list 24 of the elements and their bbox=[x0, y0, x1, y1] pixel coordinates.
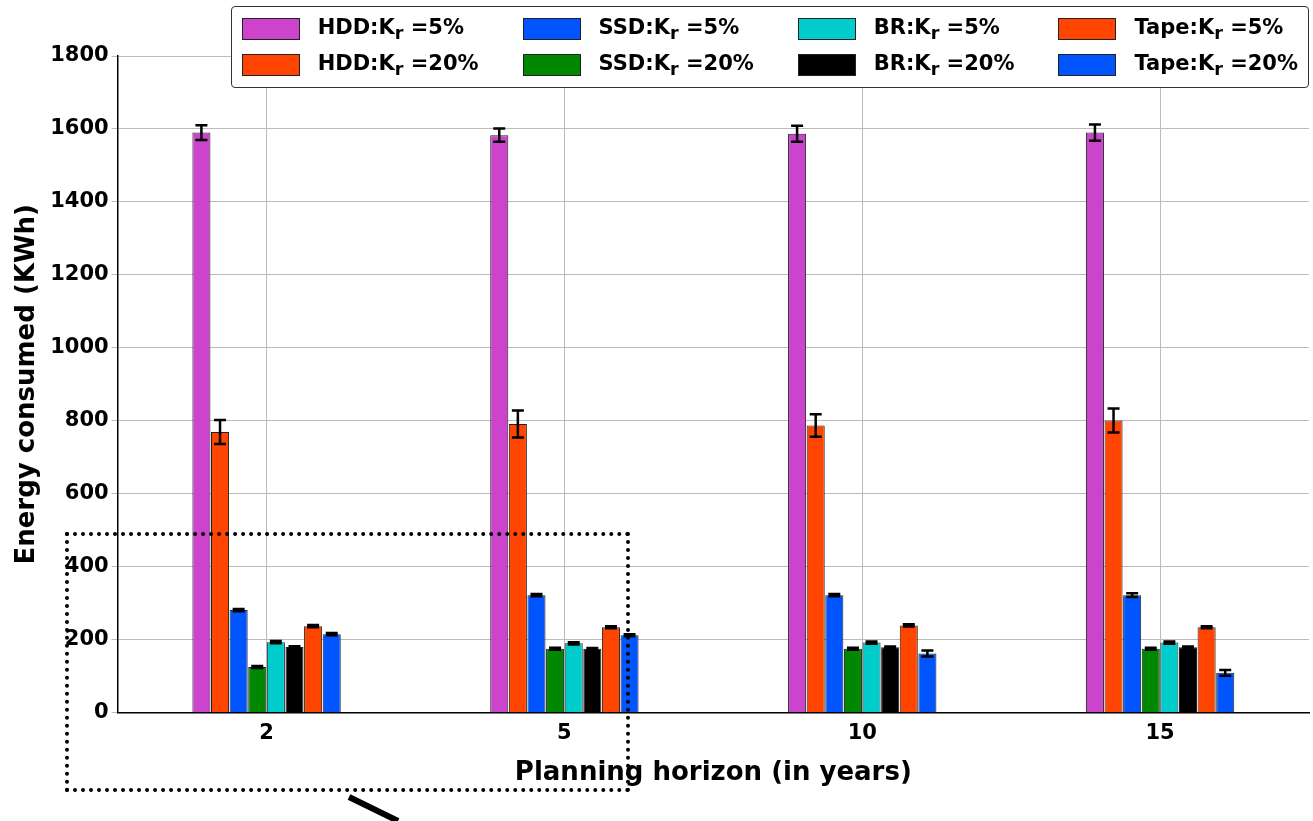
y-tick-label: 0 bbox=[94, 699, 109, 724]
y-tick-label: 800 bbox=[64, 407, 109, 432]
y-tick-label: 1800 bbox=[50, 42, 109, 67]
y-tick-label: 1600 bbox=[50, 115, 109, 140]
x-tick-label: 15 bbox=[1145, 719, 1175, 744]
legend-label: SSD:K$_{r}$ =5% bbox=[598, 15, 740, 44]
x-tick-label: 2 bbox=[259, 719, 274, 744]
x-tick-label: 10 bbox=[847, 719, 877, 744]
y-tick-label: 1200 bbox=[50, 261, 109, 286]
legend-label: HDD:K$_{r}$ =5% bbox=[317, 15, 464, 44]
legend-label: BR:K$_{r}$ =20% bbox=[873, 51, 1015, 80]
legend-label: BR:K$_{r}$ =5% bbox=[873, 15, 1000, 44]
y-tick-label: 200 bbox=[64, 626, 109, 651]
y-axis-title: Energy consumed (KWh) bbox=[10, 204, 41, 565]
y-tick-label: 400 bbox=[64, 553, 109, 578]
y-tick-label: 600 bbox=[64, 480, 109, 505]
legend-label: SSD:K$_{r}$ =20% bbox=[598, 51, 754, 80]
y-tick-label: 1400 bbox=[50, 188, 109, 213]
x-axis-title: Planning horizon (in years) bbox=[514, 756, 912, 787]
legend-label: HDD:K$_{r}$ =20% bbox=[317, 51, 479, 80]
x-tick-label: 5 bbox=[557, 719, 572, 744]
y-tick-label: 1000 bbox=[50, 334, 109, 359]
legend-label: Tape:K$_{r}$ =20% bbox=[1134, 51, 1298, 80]
legend-label: Tape:K$_{r}$ =5% bbox=[1134, 15, 1284, 44]
